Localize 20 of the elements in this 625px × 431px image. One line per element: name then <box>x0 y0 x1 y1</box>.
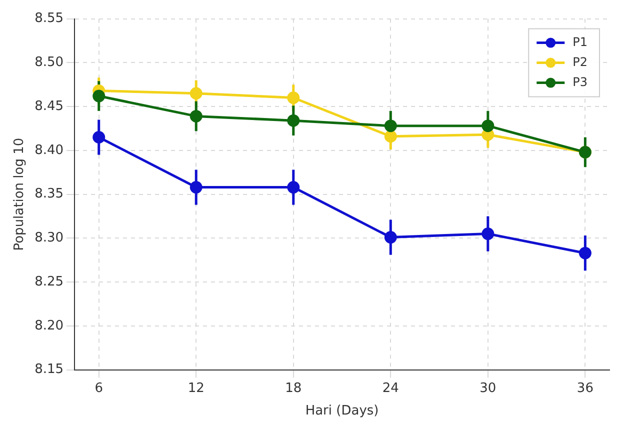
y-tick-label: 8.15 <box>34 362 64 378</box>
legend-label: P1 <box>572 34 588 49</box>
x-tick-label: 24 <box>382 380 399 396</box>
y-tick-label: 8.20 <box>34 318 64 334</box>
legend-label: P3 <box>572 74 588 89</box>
x-tick-label: 6 <box>94 380 103 396</box>
x-tick-label: 36 <box>576 380 594 396</box>
y-axis-title: Population log 10 <box>12 138 28 251</box>
y-tick-label: 8.50 <box>34 55 64 70</box>
legend-label: P2 <box>572 54 588 69</box>
x-tick-label: 18 <box>285 380 302 396</box>
y-tick-label: 8.30 <box>34 230 64 246</box>
x-tick-label: 12 <box>188 380 204 396</box>
y-tick-label: 8.45 <box>34 98 64 114</box>
y-tick-label: 8.55 <box>34 11 64 26</box>
y-tick-label: 8.25 <box>34 274 64 290</box>
y-tick-label: 8.40 <box>34 142 64 158</box>
y-tick-label: 8.35 <box>34 186 64 202</box>
x-axis-title: Hari (Days) <box>305 404 379 419</box>
x-tick-label: 30 <box>480 380 496 396</box>
